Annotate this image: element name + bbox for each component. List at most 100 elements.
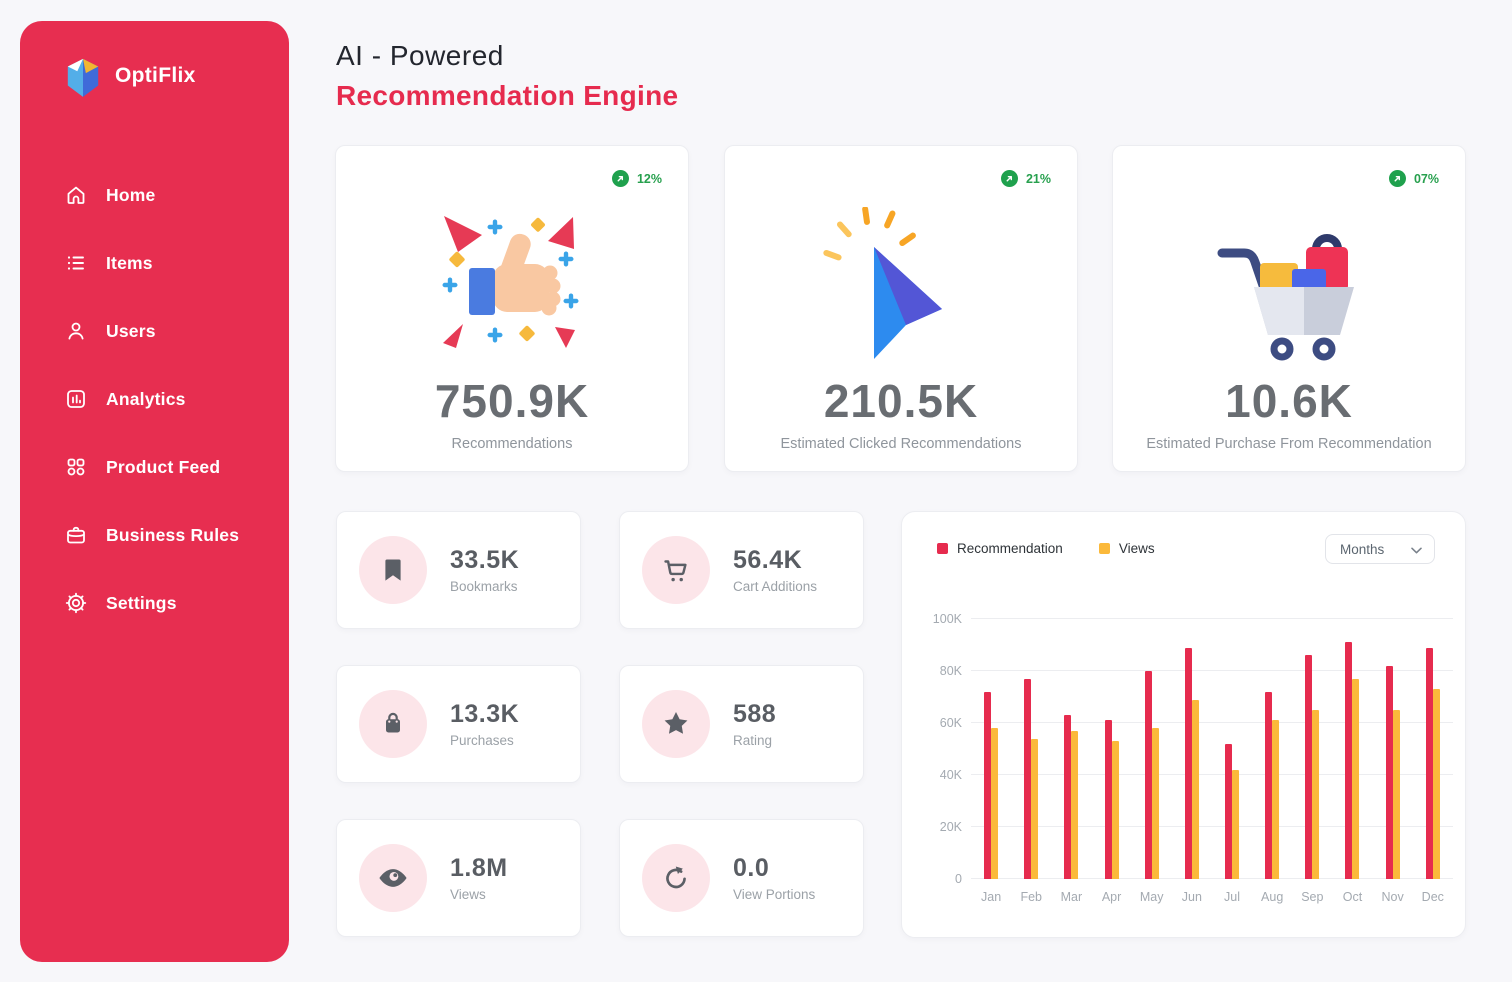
gridline bbox=[971, 670, 1453, 671]
mini-label: Views bbox=[450, 887, 486, 902]
stat-label: Estimated Clicked Recommendations bbox=[780, 436, 1022, 452]
y-tick-label: 100K bbox=[932, 612, 962, 626]
mini-label: Bookmarks bbox=[450, 579, 518, 594]
mini-label: Purchases bbox=[450, 733, 514, 748]
grid-icon bbox=[64, 455, 88, 479]
refresh-icon bbox=[642, 844, 710, 912]
sidebar-item-home[interactable]: Home bbox=[20, 161, 289, 229]
growth-badge: 21% bbox=[1000, 170, 1051, 187]
sidebar-item-users[interactable]: Users bbox=[20, 297, 289, 365]
bar-recommendation-may bbox=[1144, 671, 1152, 879]
bar-recommendation-mar bbox=[1064, 715, 1072, 879]
stat-card-clicked: 21% 210.5K Estimated Clicked Recommendat… bbox=[724, 145, 1078, 472]
bar-group-dec: Dec bbox=[1422, 619, 1444, 904]
sidebar-item-settings[interactable]: Settings bbox=[20, 569, 289, 637]
legend-item-recommendation[interactable]: Recommendation bbox=[937, 541, 1063, 556]
chart-legend: Recommendation Views bbox=[937, 541, 1155, 556]
mini-card-purchases: 13.3K Purchases bbox=[336, 665, 581, 783]
x-tick-label: Jul bbox=[1224, 890, 1241, 904]
sidebar-item-label: Items bbox=[106, 252, 153, 273]
growth-badge: 07% bbox=[1388, 170, 1439, 187]
legend-swatch bbox=[937, 543, 948, 554]
bar-views-jul bbox=[1232, 769, 1240, 879]
bar-group-jan: Jan bbox=[981, 619, 1001, 904]
bar-views-dec bbox=[1432, 689, 1440, 879]
growth-value: 12% bbox=[636, 171, 662, 186]
sidebar-item-business-rules[interactable]: Business Rules bbox=[20, 501, 289, 569]
x-tick-label: Oct bbox=[1342, 890, 1363, 904]
trend-up-icon bbox=[611, 170, 629, 187]
bar-views-may bbox=[1151, 728, 1159, 879]
legend-label: Recommendation bbox=[957, 541, 1063, 556]
bar-recommendation-aug bbox=[1265, 691, 1273, 879]
bar-group-jun: Jun bbox=[1182, 619, 1202, 904]
bookmark-icon bbox=[359, 536, 427, 604]
chart-plot: Jan Feb Mar Apr May Jun Jul Aug Sep Oct Nov Dec bbox=[971, 618, 1453, 904]
x-tick-label: Jun bbox=[1181, 890, 1202, 904]
legend-item-views[interactable]: Views bbox=[1098, 541, 1155, 556]
stat-value: 10.6K bbox=[1225, 375, 1353, 427]
bar-recommendation-oct bbox=[1345, 642, 1353, 879]
optiflix-logo-icon bbox=[67, 58, 99, 97]
months-dropdown[interactable]: Months bbox=[1325, 534, 1435, 564]
bar-views-mar bbox=[1071, 730, 1079, 879]
growth-badge: 12% bbox=[611, 170, 662, 187]
bar-group-feb: Feb bbox=[1020, 619, 1042, 904]
chart-y-axis: 0 20K 40K 60K 80K 100K bbox=[916, 612, 962, 886]
growth-value: 07% bbox=[1413, 171, 1439, 186]
gridline bbox=[971, 618, 1453, 619]
mini-value: 1.8M bbox=[450, 854, 508, 882]
sidebar-item-label: Analytics bbox=[106, 388, 186, 409]
list-icon bbox=[64, 251, 88, 275]
mini-label: View Portions bbox=[733, 887, 816, 902]
bar-group-aug: Aug bbox=[1261, 619, 1283, 904]
sidebar-item-product-feed[interactable]: Product Feed bbox=[20, 433, 289, 501]
user-icon bbox=[64, 319, 88, 343]
page-title-line1: AI - Powered bbox=[336, 40, 504, 71]
sidebar-item-items[interactable]: Items bbox=[20, 229, 289, 297]
bar-views-apr bbox=[1111, 741, 1119, 879]
x-tick-label: Feb bbox=[1020, 890, 1043, 904]
x-tick-label: Mar bbox=[1060, 890, 1083, 904]
thumbs-up-illustration bbox=[336, 192, 688, 382]
bar-recommendation-jun bbox=[1184, 647, 1192, 879]
y-tick-label: 20K bbox=[939, 820, 962, 834]
legend-label: Views bbox=[1118, 541, 1155, 556]
sidebar-item-label: Users bbox=[106, 320, 156, 341]
bar-views-oct bbox=[1352, 678, 1360, 879]
mini-card-cart-additions: 56.4K Cart Additions bbox=[619, 511, 864, 629]
gear-icon bbox=[64, 591, 88, 615]
bar-recommendation-jul bbox=[1225, 743, 1233, 879]
shopping-bag-icon bbox=[359, 690, 427, 758]
chevron-down-icon bbox=[1411, 542, 1422, 557]
bar-group-sep: Sep bbox=[1301, 619, 1323, 904]
x-tick-label: Nov bbox=[1381, 890, 1404, 904]
bar-groups: Jan Feb Mar Apr May Jun Jul Aug Sep Oct Nov Dec bbox=[971, 619, 1453, 904]
bar-views-feb bbox=[1031, 738, 1039, 879]
bar-group-jul: Jul bbox=[1224, 619, 1240, 904]
trend-up-icon bbox=[1388, 170, 1406, 187]
bar-group-mar: Mar bbox=[1061, 619, 1082, 904]
x-tick-label: Sep bbox=[1301, 890, 1324, 904]
sidebar-item-analytics[interactable]: Analytics bbox=[20, 365, 289, 433]
mini-value: 0.0 bbox=[733, 854, 770, 882]
briefcase-icon bbox=[64, 523, 88, 547]
x-tick-label: Jan bbox=[981, 890, 1002, 904]
sidebar-item-label: Business Rules bbox=[106, 524, 240, 545]
legend-swatch bbox=[1098, 543, 1110, 554]
bar-views-aug bbox=[1272, 720, 1280, 879]
home-icon bbox=[64, 183, 88, 207]
bar-recommendation-jan bbox=[984, 691, 992, 879]
app-logo[interactable]: OptiFlix bbox=[20, 21, 289, 97]
analytics-icon bbox=[64, 387, 88, 411]
mini-value: 13.3K bbox=[450, 700, 520, 728]
cart-icon bbox=[642, 536, 710, 604]
stat-label: Recommendations bbox=[451, 436, 573, 452]
gridline bbox=[971, 826, 1453, 827]
bar-recommendation-nov bbox=[1385, 665, 1393, 879]
stat-label: Estimated Purchase From Recommendation bbox=[1146, 436, 1432, 452]
growth-value: 21% bbox=[1025, 171, 1051, 186]
mini-card-bookmarks: 33.5K Bookmarks bbox=[336, 511, 581, 629]
sidebar-item-label: Product Feed bbox=[106, 456, 221, 477]
mini-value: 588 bbox=[733, 700, 777, 728]
